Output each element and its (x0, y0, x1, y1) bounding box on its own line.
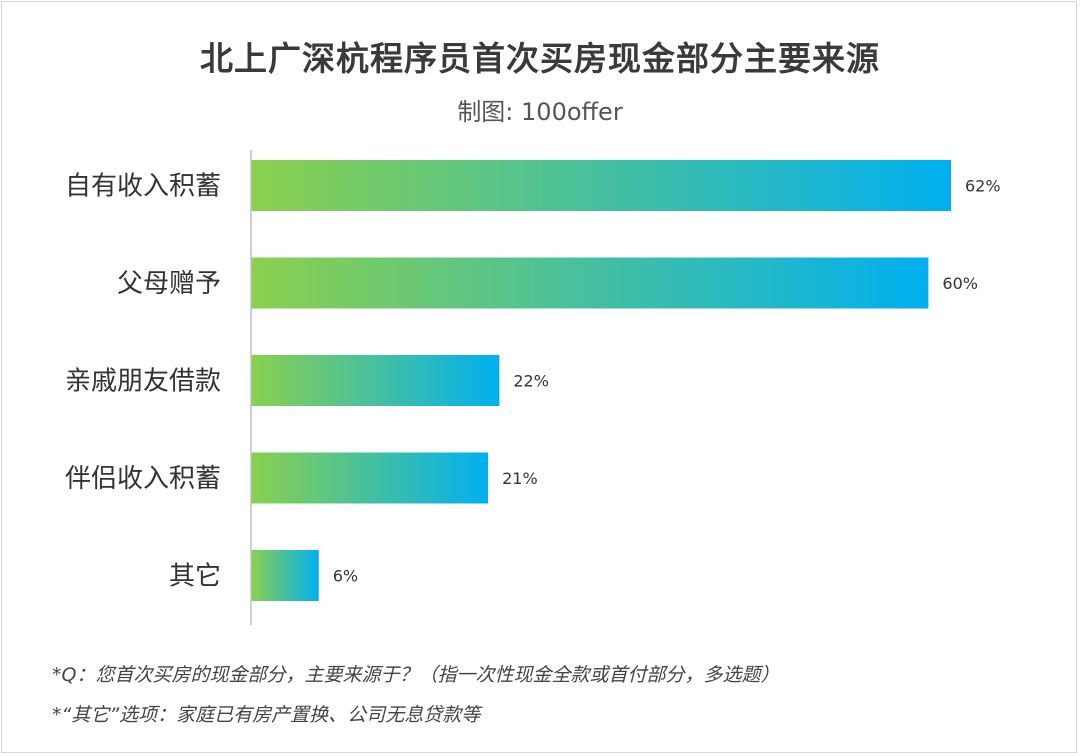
category-label-4: 其它 (169, 562, 221, 592)
value-label-2: 22% (513, 372, 549, 391)
category-label-1: 父母赠予 (117, 269, 221, 299)
chart-subtitle: 制图: 100offer (457, 98, 623, 126)
bar-2 (251, 355, 500, 406)
category-label-3: 伴侣收入积蓄 (65, 464, 221, 494)
bars-layer: 自有收入积蓄 62% 父母赠予 60% 亲戚朋友借款 22% 伴侣收入积蓄 21% 其它 6% (65, 160, 1001, 601)
footnote-question: *Q：您首次买房的现金部分，主要来源于？（指一次性现金全款或首付部分，多选题） (52, 664, 780, 686)
bar-4 (251, 550, 319, 601)
value-label-3: 21% (502, 469, 538, 488)
bar-1 (251, 257, 929, 309)
bar-chart: 自有收入积蓄 62% 父母赠予 60% 亲戚朋友借款 22% 伴侣收入积蓄 21% 其它 6% (65, 150, 1001, 625)
value-label-1: 60% (942, 274, 978, 293)
value-label-0: 62% (965, 177, 1001, 196)
category-label-2: 亲戚朋友借款 (65, 367, 221, 397)
bar-3 (251, 452, 489, 504)
bar-0 (251, 160, 951, 211)
category-label-0: 自有收入积蓄 (65, 172, 221, 202)
chart-title: 北上广深杭程序员首次买房现金部分主要来源 (200, 39, 880, 78)
value-label-4: 6% (333, 567, 358, 586)
footnote-other: *“其它”选项：家庭已有房产置换、公司无息贷款等 (52, 704, 481, 726)
